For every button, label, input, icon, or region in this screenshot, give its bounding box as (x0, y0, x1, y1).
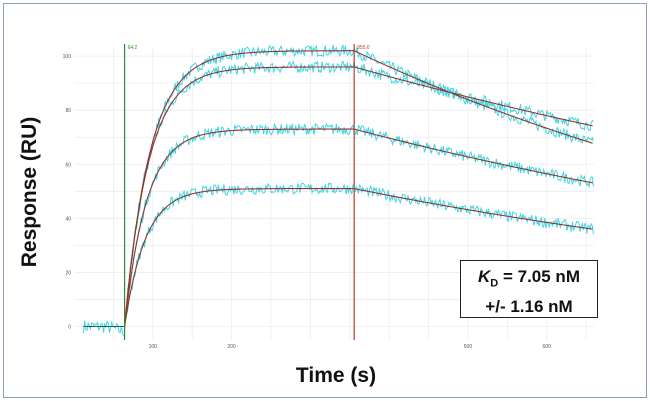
x-tick-label: 500 (464, 344, 473, 350)
y-tick-label: 40 (65, 216, 71, 222)
kd-value: = 7.05 nM (498, 267, 580, 286)
chart-frame: 0 20 40 60 80 100 100 200 500 600 64.2 355.6 Respo… (3, 3, 647, 398)
y-tick-label: 0 (68, 324, 71, 330)
fit-curve-overlay-2 (124, 66, 593, 327)
fit-curve-overlay-1 (124, 50, 593, 327)
x-tick-label: 600 (543, 344, 552, 350)
y-tick-label: 60 (65, 162, 71, 168)
x-axis-label: Time (s) (295, 364, 377, 387)
data-trace-3 (124, 122, 594, 323)
fit-curve-overlay-4 (124, 188, 593, 327)
y-tick-label: 20 (65, 270, 71, 276)
x-tick-label: 100 (149, 344, 158, 350)
injection-start-label: 64.2 (128, 45, 138, 51)
kd-error-line: +/- 1.16 nM (485, 297, 573, 317)
baseline-data-trace (83, 319, 125, 337)
x-tick-label: 200 (227, 344, 236, 350)
y-axis-label: Response (RU) (18, 116, 41, 268)
kd-symbol: K (478, 267, 491, 286)
kd-annotation-box: KD = 7.05 nM +/- 1.16 nM (460, 260, 598, 318)
fit-curve-overlay-3 (124, 128, 593, 327)
injection-stop-label: 355.6 (357, 45, 370, 51)
sensorgram-plot: 0 20 40 60 80 100 100 200 500 600 64.2 355.6 (63, 43, 594, 350)
kd-subscript: D (490, 277, 499, 290)
y-tick-label: 100 (63, 54, 72, 60)
y-tick-label: 80 (65, 108, 71, 114)
kd-value-line: KD = 7.05 nM (461, 265, 597, 295)
